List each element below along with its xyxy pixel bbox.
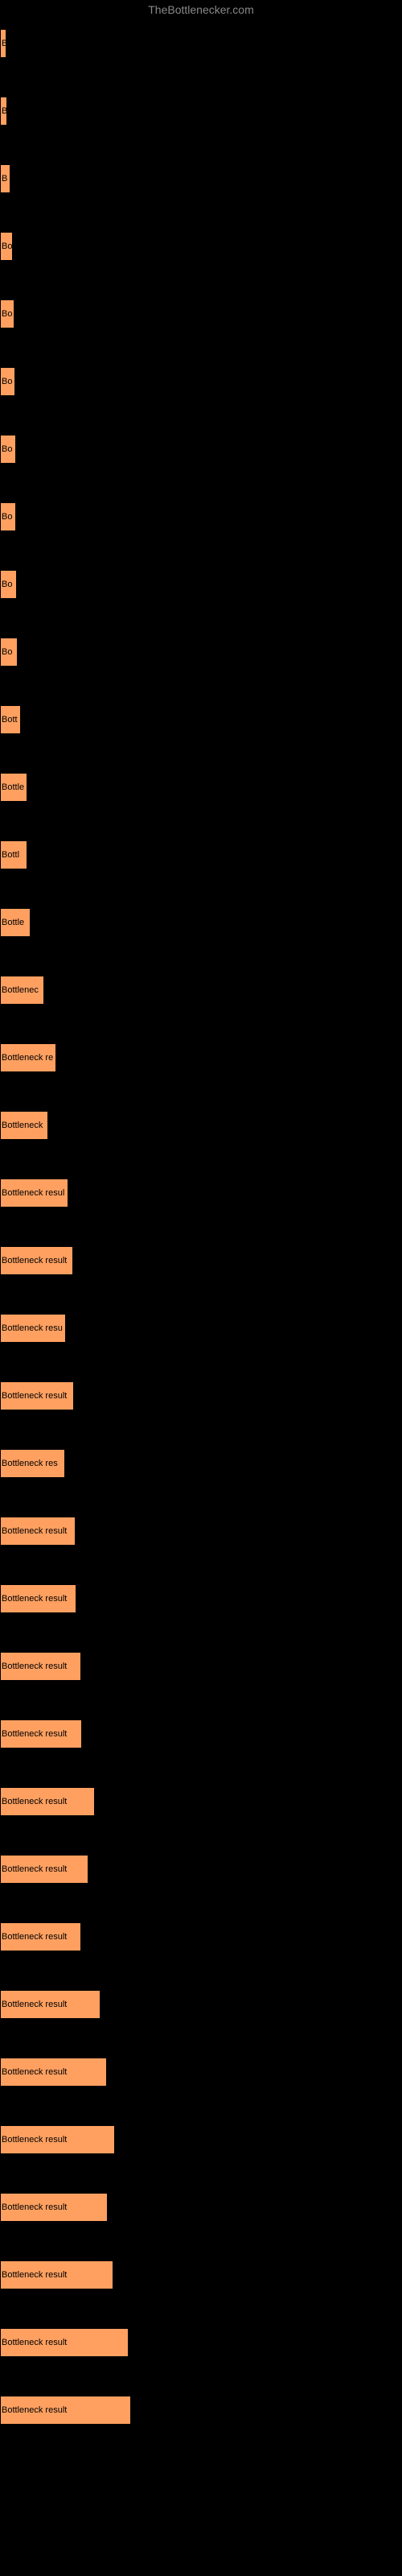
bar-row: Bottleneck result (0, 1652, 402, 1681)
bar-label: Bottleneck result (2, 1932, 67, 1942)
bar-label: Bottleneck result (2, 1391, 67, 1401)
bar-label: Bo (2, 512, 12, 522)
bar-label: Bottle (2, 918, 24, 927)
bar-row: Bottleneck result (0, 2396, 402, 2425)
bar-label: Bottleneck result (2, 1594, 67, 1604)
bar-row: Bo (0, 367, 402, 396)
bar-row: Bottleneck result (0, 2058, 402, 2087)
bar-row: Bottle (0, 908, 402, 937)
bar-row: Bottleneck result (0, 1855, 402, 1884)
bar-row: Bo (0, 502, 402, 531)
bar-row: Bottleneck result (0, 2125, 402, 2154)
bar-label: Bottleneck result (2, 1662, 67, 1671)
bar-row: Bottleneck result (0, 1787, 402, 1816)
bar-row: B (0, 29, 402, 58)
bar-row: Bottlenec (0, 976, 402, 1005)
bar-label: Bottleneck result (2, 2338, 67, 2347)
bar-label: Bottleneck result (2, 1797, 67, 1806)
bar-label: Bo (2, 647, 12, 657)
bar-row: Bottleneck re (0, 1043, 402, 1072)
bar-label: B (2, 106, 7, 116)
bar-label: Bottleneck result (2, 2000, 67, 2009)
bar-row: Bottleneck res (0, 1449, 402, 1478)
bar-label: B (2, 174, 7, 184)
bar-row: B (0, 164, 402, 193)
bar-row: Bo (0, 638, 402, 667)
bar-row: Bottleneck result (0, 1381, 402, 1410)
bar-row: Bott (0, 705, 402, 734)
bar-label: Bottleneck result (2, 1256, 67, 1265)
bar-row: Bottleneck resul (0, 1179, 402, 1208)
bar-row: Bo (0, 232, 402, 261)
bar-label: Bott (2, 715, 18, 724)
bar-row: Bottleneck result (0, 1517, 402, 1546)
bar-label: Bottl (2, 850, 19, 860)
bar-label: Bo (2, 580, 12, 589)
bar-label: Bottlenec (2, 985, 39, 995)
bar-row: Bottleneck result (0, 1990, 402, 2019)
bar-label: B (2, 39, 7, 48)
bar-row: Bo (0, 435, 402, 464)
bar-label: Bottleneck result (2, 2135, 67, 2145)
bar-row: Bottle (0, 773, 402, 802)
bar-label: Bottleneck re (2, 1053, 53, 1063)
bar-label: Bo (2, 309, 12, 319)
bar-row: Bottleneck (0, 1111, 402, 1140)
bar-row: Bo (0, 570, 402, 599)
bar-row: Bo (0, 299, 402, 328)
bar-row: B (0, 97, 402, 126)
bar-label: Bo (2, 242, 12, 251)
bar-row: Bottl (0, 840, 402, 869)
bar-label: Bottleneck result (2, 2067, 67, 2077)
bar-label: Bottleneck (2, 1121, 43, 1130)
bar-label: Bottleneck resul (2, 1188, 64, 1198)
bar-row: Bottleneck result (0, 1584, 402, 1613)
bar-row: Bottleneck result (0, 2328, 402, 2357)
bar-label: Bottle (2, 782, 24, 792)
bar-row: Bottleneck result (0, 1719, 402, 1748)
bar-row: Bottleneck result (0, 2260, 402, 2289)
bar-row: Bottleneck result (0, 1922, 402, 1951)
bar-row: Bottleneck result (0, 2193, 402, 2222)
bar-label: Bottleneck result (2, 2270, 67, 2280)
bar-label: Bottleneck result (2, 1526, 67, 1536)
bar-label: Bo (2, 444, 12, 454)
bar-label: Bottleneck result (2, 2202, 67, 2212)
site-title: TheBottlenecker.com (148, 3, 254, 16)
bar-row: Bottleneck result (0, 1246, 402, 1275)
bar-label: Bottleneck result (2, 1864, 67, 1874)
bar-label: Bottleneck resu (2, 1323, 63, 1333)
bar-label: Bo (2, 377, 12, 386)
bar-label: Bottleneck res (2, 1459, 58, 1468)
bar-chart: B B B Bo Bo Bo Bo Bo Bo Bo Bott Bottle Bottl Bottle Bo… (0, 21, 402, 2471)
bar-label: Bottleneck result (2, 1729, 67, 1739)
bar-label: Bottleneck result (2, 2405, 67, 2415)
header: TheBottlenecker.com (0, 0, 402, 21)
bar-row: Bottleneck resu (0, 1314, 402, 1343)
